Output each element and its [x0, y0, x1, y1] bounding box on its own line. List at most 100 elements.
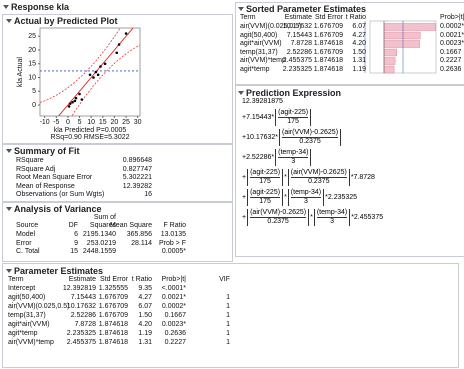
data-point: [99, 65, 102, 68]
bar: [383, 23, 436, 31]
table-cell: 1.676709: [313, 23, 343, 30]
table-cell: agit*temp: [240, 65, 270, 73]
plot-panel: [2, 14, 233, 144]
x-tick-label: 5: [78, 119, 82, 126]
table-cell: 1.325555: [98, 285, 128, 292]
x-tick-label: 20: [111, 119, 119, 126]
bracket: (agit-225) 175: [247, 169, 284, 186]
disclosure-icon[interactable]: [6, 149, 12, 153]
prediction-panel: [235, 85, 464, 257]
parameter-panel: [2, 263, 459, 368]
table-cell: 1: [226, 321, 230, 328]
disclosure-icon[interactable]: [238, 7, 244, 11]
bracket: (agit-225) 175: [247, 189, 284, 206]
stat-value: 5.302221: [122, 174, 152, 181]
denominator: 175: [278, 117, 309, 126]
denominator: 0.2375: [250, 217, 307, 226]
data-point: [68, 102, 72, 105]
table-cell: 1.19: [138, 330, 152, 337]
table-cell: 1: [226, 339, 230, 346]
table-cell: 1: [226, 312, 230, 319]
fit-line: [58, 28, 134, 116]
table-cell: <.0001*: [161, 285, 186, 292]
table-cell: 2.52286: [70, 312, 96, 319]
table-cell: 7.8728: [74, 321, 96, 328]
coefficient: +10.17632*: [242, 133, 279, 141]
column-header: Term: [240, 14, 256, 21]
column-header: Squares: [89, 222, 116, 229]
table-cell: 28.114: [131, 239, 152, 247]
sign: +: [242, 193, 247, 201]
term-row: +7.15443* (agit-225) 175: [242, 109, 383, 126]
interaction-row: + (air(VVM)-0.2625) 0.2375 * (temp-34) 3 *2.45…: [242, 209, 383, 226]
intercept: 12.39281875: [242, 98, 283, 105]
table-cell: 0.1667: [440, 48, 462, 56]
table-cell: 7.8728: [290, 40, 312, 47]
table-cell: 1.874618: [313, 65, 343, 73]
column-header: Estimate: [284, 14, 312, 21]
column-header: Source: [16, 222, 39, 229]
table-cell: 1.874618: [98, 321, 128, 328]
table-cell: 9.35: [138, 285, 152, 292]
table-cell: 2.52286: [286, 48, 312, 56]
table-cell: 1.676709: [313, 48, 343, 56]
stat-label: RSquare: [16, 157, 44, 164]
anova-panel: [2, 202, 233, 262]
table-cell: 0.2636: [164, 330, 186, 337]
table-cell: 1.874618: [313, 57, 343, 64]
fraction: (temp-34) 3: [278, 149, 309, 166]
table-cell: agit(50,400): [8, 294, 46, 301]
data-point: [115, 51, 119, 55]
numerator: (temp-34): [316, 209, 348, 216]
summary-panel: [2, 144, 233, 202]
table-cell: agit(50,400): [240, 31, 278, 39]
table-cell: 0.0021*: [161, 294, 186, 301]
table-cell: 4.20: [138, 321, 152, 328]
denominator: 3: [316, 217, 348, 226]
bracket: (agit-225) 175: [275, 109, 312, 126]
x-tick-label: 10: [87, 119, 95, 126]
sorted-panel: [235, 2, 464, 85]
column-header: t Ratio: [131, 276, 152, 283]
x-axis-label: kla Predicted P=0.0005: [54, 127, 127, 134]
table-cell: 0.1667: [164, 312, 186, 319]
bar: [383, 40, 420, 48]
data-point: [74, 96, 78, 100]
disclosure-icon[interactable]: [3, 5, 9, 9]
column-header: Term: [8, 276, 24, 283]
table-cell: 0.2227: [440, 57, 462, 64]
operator: *: [310, 213, 313, 221]
table-cell: 1.676709: [98, 303, 128, 310]
coefficient: *7.8728: [350, 173, 375, 181]
table-cell: 10.17632: [282, 23, 312, 30]
table-cell: 1.874618: [98, 339, 128, 346]
x-tick-label: 0: [66, 119, 70, 126]
bar: [383, 31, 421, 40]
table-cell: 7.15443: [70, 294, 96, 301]
stat-value: 0.827747: [122, 165, 152, 173]
table-cell: 0.0005*: [161, 248, 186, 255]
disclosure-icon[interactable]: [238, 91, 244, 95]
sign: +: [242, 173, 247, 181]
table-cell: 2448.1559: [82, 248, 116, 255]
column-header: DF: [68, 222, 78, 229]
table-cell: 2195.1340: [82, 231, 116, 238]
section-title: Parameter Estimates: [14, 266, 104, 276]
disclosure-icon[interactable]: [6, 207, 12, 211]
table-cell: 13.0135: [160, 231, 186, 238]
table-cell: 0.0002*: [440, 23, 464, 30]
y-tick-label: 10: [28, 74, 36, 81]
fit-lines: [40, 28, 140, 116]
disclosure-icon[interactable]: [6, 269, 12, 273]
stat-value: 12.39282: [122, 182, 152, 190]
denominator: 175: [250, 197, 281, 206]
column-header: Mean Square: [109, 222, 152, 229]
table-cell: 2.455375: [282, 57, 312, 64]
numerator: (air(VVM)-0.2625): [250, 209, 307, 216]
column-header: Std Error: [314, 14, 343, 21]
table-cell: 1.676709: [98, 312, 128, 319]
table-cell: 0.2636: [440, 65, 462, 73]
intercept-row: 12.39281875: [242, 98, 383, 106]
table-cell: agit*air(VVM): [240, 40, 282, 47]
disclosure-icon[interactable]: [6, 19, 12, 23]
